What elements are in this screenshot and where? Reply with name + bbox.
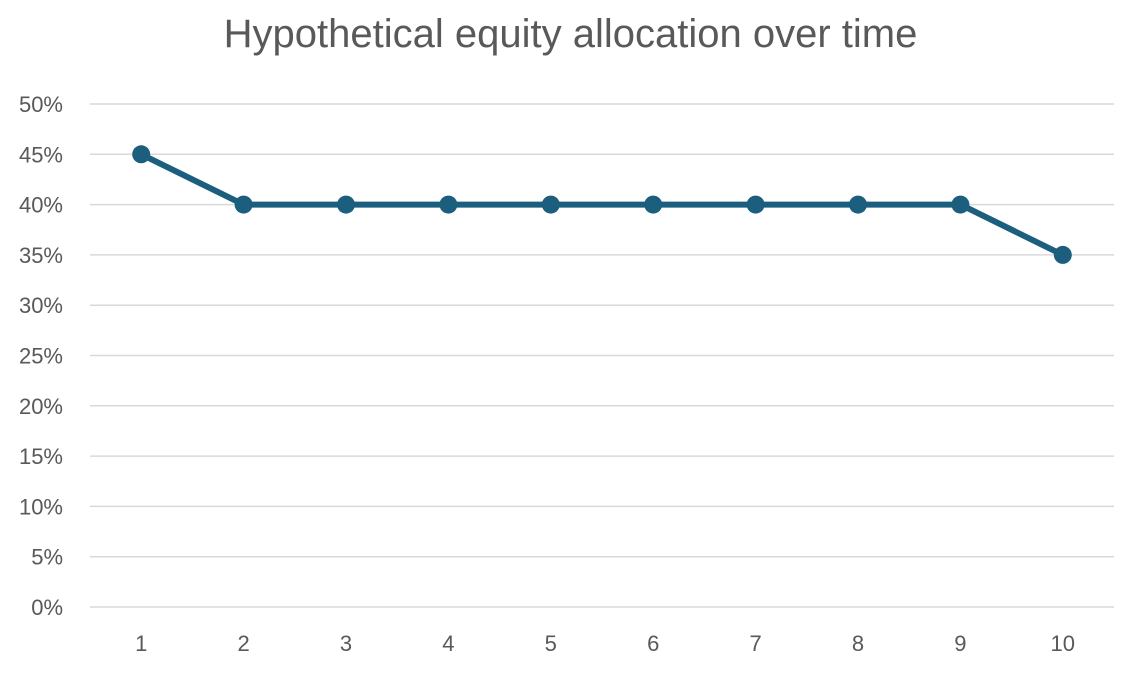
y-axis-tick-labels: 0% 5% 10% 15% 20% 25% 30% 35% 40% 45% 50% bbox=[19, 92, 63, 620]
y-tick-label: 0% bbox=[31, 595, 63, 620]
y-tick-label: 5% bbox=[31, 545, 63, 570]
x-tick-label: 10 bbox=[1051, 631, 1075, 656]
chart-title: Hypothetical equity allocation over time bbox=[223, 12, 918, 56]
y-tick-label: 45% bbox=[19, 142, 63, 167]
y-tick-label: 40% bbox=[19, 193, 63, 218]
y-tick-label: 20% bbox=[19, 394, 63, 419]
x-tick-label: 1 bbox=[135, 631, 147, 656]
series-layer bbox=[132, 145, 1072, 264]
y-tick-label: 10% bbox=[19, 494, 63, 519]
y-tick-label: 15% bbox=[19, 444, 63, 469]
data-point bbox=[234, 195, 253, 214]
data-point bbox=[746, 195, 765, 214]
x-tick-label: 5 bbox=[545, 631, 557, 656]
data-point bbox=[541, 195, 560, 214]
data-point bbox=[132, 145, 151, 164]
y-tick-label: 35% bbox=[19, 243, 63, 268]
data-point bbox=[849, 195, 867, 214]
gridlines bbox=[90, 103, 1114, 608]
y-tick-label: 25% bbox=[19, 344, 63, 369]
series-line bbox=[138, 151, 1066, 258]
data-point bbox=[951, 195, 970, 214]
y-tick-label: 30% bbox=[19, 293, 63, 318]
x-axis-tick-labels: 1 2 3 4 5 6 7 8 9 10 bbox=[135, 631, 1075, 656]
x-tick-label: 2 bbox=[237, 631, 249, 656]
data-point bbox=[337, 195, 355, 214]
x-tick-label: 8 bbox=[852, 631, 864, 656]
data-point bbox=[644, 195, 663, 214]
x-tick-label: 6 bbox=[647, 631, 659, 656]
x-tick-label: 7 bbox=[749, 631, 761, 656]
x-tick-label: 9 bbox=[954, 631, 966, 656]
y-tick-label: 50% bbox=[19, 92, 63, 117]
data-point bbox=[439, 195, 458, 214]
x-tick-label: 3 bbox=[340, 631, 352, 656]
data-point bbox=[1053, 245, 1072, 264]
x-tick-label: 4 bbox=[442, 631, 454, 656]
